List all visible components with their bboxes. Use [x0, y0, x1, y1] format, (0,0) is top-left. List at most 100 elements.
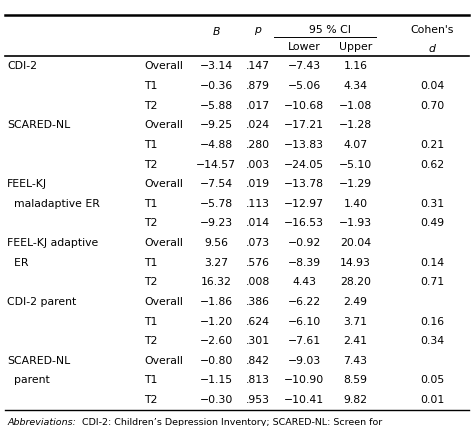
Text: −7.54: −7.54 [200, 179, 233, 189]
Text: −1.86: −1.86 [200, 297, 233, 307]
Text: −7.43: −7.43 [288, 61, 321, 72]
Text: 0.70: 0.70 [420, 101, 444, 111]
Text: $\mathit{d}$: $\mathit{d}$ [428, 42, 437, 54]
Text: −0.30: −0.30 [200, 395, 233, 405]
Text: −24.05: −24.05 [284, 160, 324, 170]
Text: −17.21: −17.21 [284, 120, 324, 130]
Text: .301: .301 [246, 336, 270, 346]
Text: −4.88: −4.88 [200, 140, 233, 150]
Text: T1: T1 [144, 140, 157, 150]
Text: −0.92: −0.92 [288, 238, 321, 248]
Text: T1: T1 [144, 258, 157, 268]
Text: 1.16: 1.16 [344, 61, 367, 72]
Text: SCARED-NL: SCARED-NL [7, 120, 70, 130]
Text: T2: T2 [144, 101, 157, 111]
Text: T2: T2 [144, 277, 157, 287]
Text: −13.78: −13.78 [284, 179, 324, 189]
Text: Overall: Overall [144, 120, 183, 130]
Text: .003: .003 [246, 160, 270, 170]
Text: −3.14: −3.14 [200, 61, 233, 72]
Text: −6.22: −6.22 [288, 297, 321, 307]
Text: .019: .019 [246, 179, 270, 189]
Text: 1.40: 1.40 [343, 199, 367, 209]
Text: −5.06: −5.06 [288, 81, 321, 91]
Text: 3.71: 3.71 [344, 317, 367, 327]
Text: T2: T2 [144, 219, 157, 228]
Text: .024: .024 [246, 120, 270, 130]
Text: Lower: Lower [288, 42, 321, 52]
Text: T1: T1 [144, 317, 157, 327]
Text: −1.29: −1.29 [339, 179, 372, 189]
Text: T1: T1 [144, 199, 157, 209]
Text: T2: T2 [144, 160, 157, 170]
Text: −10.41: −10.41 [284, 395, 324, 405]
Text: −1.08: −1.08 [339, 101, 372, 111]
Text: .014: .014 [246, 219, 270, 228]
Text: 16.32: 16.32 [201, 277, 231, 287]
Text: 0.01: 0.01 [420, 395, 444, 405]
Text: −16.53: −16.53 [284, 219, 324, 228]
Text: 0.04: 0.04 [420, 81, 444, 91]
Text: .008: .008 [246, 277, 270, 287]
Text: SCARED-NL: SCARED-NL [7, 356, 70, 366]
Text: CDI-2: Children’s Depression Inventory; SCARED-NL: Screen for
Child Anxiety Rela: CDI-2: Children’s Depression Inventory; … [79, 418, 455, 426]
Text: Cohen's: Cohen's [410, 25, 454, 35]
Text: Overall: Overall [144, 179, 183, 189]
Text: T2: T2 [144, 395, 157, 405]
Text: 0.71: 0.71 [420, 277, 444, 287]
Text: CDI-2: CDI-2 [7, 61, 37, 72]
Text: Upper: Upper [339, 42, 372, 52]
Text: −6.10: −6.10 [288, 317, 321, 327]
Text: −5.78: −5.78 [200, 199, 233, 209]
Text: 0.34: 0.34 [420, 336, 444, 346]
Text: −5.88: −5.88 [200, 101, 233, 111]
Text: .280: .280 [246, 140, 270, 150]
Text: 4.43: 4.43 [292, 277, 316, 287]
Text: 4.34: 4.34 [344, 81, 367, 91]
Text: Overall: Overall [144, 356, 183, 366]
Text: .386: .386 [246, 297, 270, 307]
Text: .073: .073 [246, 238, 270, 248]
Text: −0.36: −0.36 [200, 81, 233, 91]
Text: 9.56: 9.56 [204, 238, 228, 248]
Text: FEEL-KJ adaptive: FEEL-KJ adaptive [7, 238, 98, 248]
Text: −10.90: −10.90 [284, 375, 325, 386]
Text: ER: ER [7, 258, 28, 268]
Text: −8.39: −8.39 [288, 258, 321, 268]
Text: 0.05: 0.05 [420, 375, 444, 386]
Text: T1: T1 [144, 375, 157, 386]
Text: Overall: Overall [144, 238, 183, 248]
Text: 8.59: 8.59 [344, 375, 367, 386]
Text: 3.27: 3.27 [204, 258, 228, 268]
Text: −10.68: −10.68 [284, 101, 324, 111]
Text: 0.16: 0.16 [420, 317, 444, 327]
Text: $\mathit{p}$: $\mathit{p}$ [254, 25, 262, 37]
Text: 2.41: 2.41 [344, 336, 367, 346]
Text: Abbreviations:: Abbreviations: [7, 418, 76, 426]
Text: −9.03: −9.03 [288, 356, 321, 366]
Text: −2.60: −2.60 [200, 336, 233, 346]
Text: −7.61: −7.61 [288, 336, 321, 346]
Text: $\mathit{B}$: $\mathit{B}$ [212, 25, 220, 37]
Text: .813: .813 [246, 375, 270, 386]
Text: parent: parent [7, 375, 50, 386]
Text: .147: .147 [246, 61, 270, 72]
Text: −12.97: −12.97 [284, 199, 324, 209]
Text: .624: .624 [246, 317, 270, 327]
Text: .953: .953 [246, 395, 270, 405]
Text: −5.10: −5.10 [339, 160, 372, 170]
Text: −13.83: −13.83 [284, 140, 324, 150]
Text: 0.21: 0.21 [420, 140, 444, 150]
Text: CDI-2 parent: CDI-2 parent [7, 297, 76, 307]
Text: .113: .113 [246, 199, 270, 209]
Text: T1: T1 [144, 81, 157, 91]
Text: .017: .017 [246, 101, 270, 111]
Text: Overall: Overall [144, 297, 183, 307]
Text: 2.49: 2.49 [344, 297, 367, 307]
Text: .879: .879 [246, 81, 270, 91]
Text: FEEL-KJ: FEEL-KJ [7, 179, 47, 189]
Text: −0.80: −0.80 [200, 356, 233, 366]
Text: −1.28: −1.28 [339, 120, 372, 130]
Text: −9.23: −9.23 [200, 219, 233, 228]
Text: 4.07: 4.07 [343, 140, 367, 150]
